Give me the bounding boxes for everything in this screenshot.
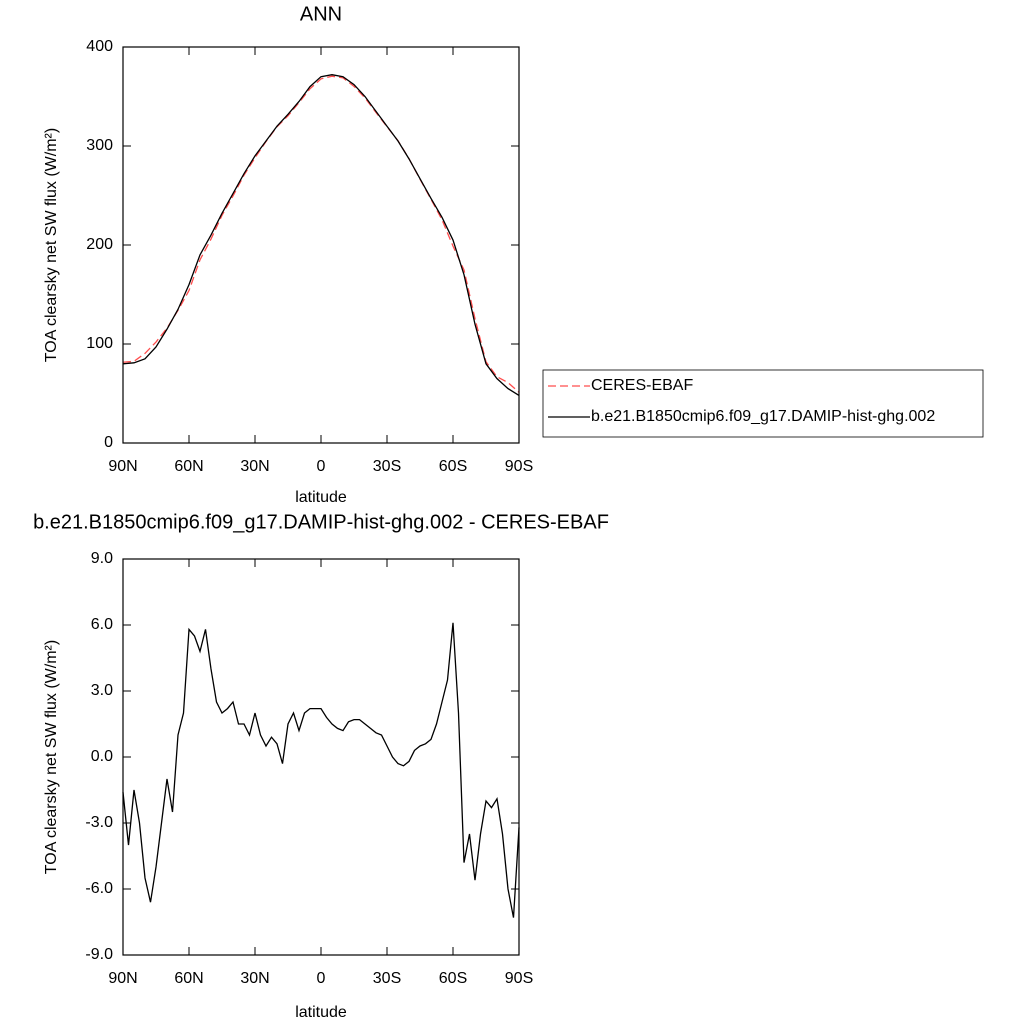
y-tick-label: 400 [86,38,113,55]
x-axis-label: latitude [295,1004,347,1021]
x-tick-label: 90S [505,458,533,475]
x-tick-label: 90S [505,970,533,987]
x-tick-label: 60N [174,458,203,475]
legend-label: b.e21.B1850cmip6.f09_g17.DAMIP-hist-ghg.… [591,408,935,425]
data-line [122,622,520,918]
x-tick-label: 30N [240,970,269,987]
y-tick-label: 0.0 [91,748,113,765]
y-tick-label: -3.0 [85,814,113,831]
series-line [122,75,520,393]
x-tick-label: 90N [108,970,137,987]
y-tick-label: -6.0 [85,880,113,897]
plot-frame [122,558,520,956]
y-tick-label: 6.0 [91,616,113,633]
x-tick-label: 0 [317,458,326,475]
x-tick-label: 90N [108,458,137,475]
x-tick-label: 0 [317,970,326,987]
legend-box [542,369,984,438]
x-tick-label: 60N [174,970,203,987]
y-tick-label: 9.0 [91,550,113,567]
y-tick-label: 300 [86,137,113,154]
y-tick-label: -9.0 [85,946,113,963]
x-tick-label: 30N [240,458,269,475]
chart-title: b.e21.B1850cmip6.f09_g17.DAMIP-hist-ghg.… [33,511,609,533]
y-tick-label: 100 [86,335,113,352]
x-tick-label: 30S [373,458,401,475]
chart-title: ANN [300,3,342,25]
y-tick-label: 0 [104,434,113,451]
x-axis-label: latitude [295,489,347,506]
legend-label: CERES-EBAF [591,377,693,394]
y-axis-label: TOA clearsky net SW flux (W/m²) [43,128,60,362]
x-tick-label: 60S [439,458,467,475]
plot-frame [122,46,520,444]
x-tick-label: 60S [439,970,467,987]
y-axis-label: TOA clearsky net SW flux (W/m²) [43,640,60,874]
series-line [122,74,520,397]
x-tick-label: 30S [373,970,401,987]
y-tick-label: 200 [86,236,113,253]
y-tick-label: 3.0 [91,682,113,699]
